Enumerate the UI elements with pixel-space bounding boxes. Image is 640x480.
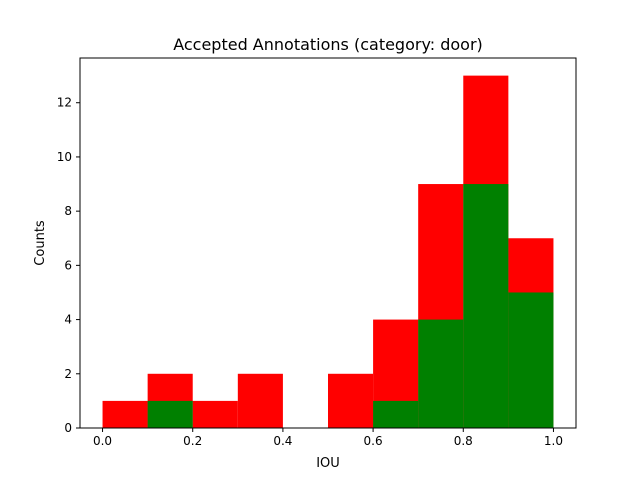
x-axis: 0.0 0.2 0.4 0.6 0.8 1.0 <box>93 428 563 448</box>
bar-series1-bin3 <box>192 400 238 428</box>
x-tick-label: 0.0 <box>93 434 112 448</box>
plot-frame <box>79 57 577 429</box>
chart-title: Accepted Annotations (category: door) <box>173 35 483 54</box>
x-axis-label: IOU <box>316 456 340 471</box>
bar-series1-bin1 <box>102 400 148 428</box>
y-tick-label: 10 <box>57 150 72 164</box>
y-tick-label: 12 <box>57 96 72 110</box>
y-tick-label: 4 <box>64 313 72 327</box>
y-tick-label: 2 <box>64 367 72 381</box>
bar-series2-bin9 <box>463 184 509 428</box>
x-tick-label: 0.6 <box>364 434 383 448</box>
y-tick-label: 6 <box>64 258 72 272</box>
bars-layer <box>102 75 554 428</box>
bar-series1-bin6 <box>328 373 374 428</box>
bar-series2-bin7 <box>373 400 419 428</box>
x-tick-label: 0.8 <box>454 434 473 448</box>
y-tick-label: 0 <box>64 421 72 435</box>
bar-series2-bin10 <box>508 292 554 428</box>
x-tick-label: 0.4 <box>273 434 292 448</box>
bar-series2-bin8 <box>418 319 464 428</box>
y-axis-label: Counts <box>33 220 48 266</box>
x-tick-label: 1.0 <box>544 434 563 448</box>
x-tick-label: 0.2 <box>183 434 202 448</box>
y-axis: 0 2 4 6 8 10 12 <box>57 96 80 435</box>
bar-series1-bin4 <box>237 373 283 428</box>
y-tick-label: 8 <box>64 204 72 218</box>
bar-series2-bin2 <box>147 400 193 428</box>
